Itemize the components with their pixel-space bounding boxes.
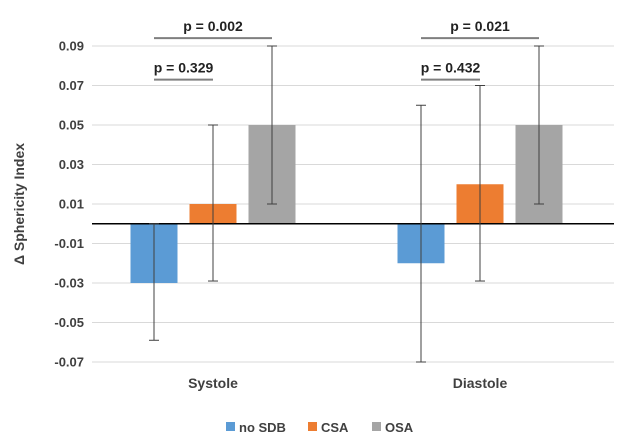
p-value-label: p = 0.021 bbox=[450, 18, 510, 34]
legend-swatch bbox=[308, 422, 317, 431]
y-tick-label: -0.03 bbox=[54, 276, 84, 291]
y-tick-label: -0.07 bbox=[54, 355, 84, 370]
legend-swatch bbox=[372, 422, 381, 431]
y-tick-label: -0.05 bbox=[54, 315, 84, 330]
p-value-label: p = 0.329 bbox=[154, 60, 214, 76]
legend-label: CSA bbox=[321, 420, 349, 435]
y-tick-label: 0.09 bbox=[59, 39, 84, 54]
y-tick-label: 0.07 bbox=[59, 78, 84, 93]
y-tick-label: 0.01 bbox=[59, 197, 84, 212]
category-label: Systole bbox=[188, 375, 238, 391]
y-tick-label: -0.01 bbox=[54, 236, 84, 251]
y-tick-label: 0.03 bbox=[59, 157, 84, 172]
legend-label: OSA bbox=[385, 420, 414, 435]
y-tick-label: 0.05 bbox=[59, 118, 84, 133]
legend-label: no SDB bbox=[239, 420, 286, 435]
y-axis-title: Δ Sphericity Index bbox=[11, 143, 27, 265]
legend-swatch bbox=[226, 422, 235, 431]
p-value-label: p = 0.002 bbox=[183, 18, 243, 34]
category-label: Diastole bbox=[453, 375, 508, 391]
p-value-label: p = 0.432 bbox=[421, 60, 481, 76]
